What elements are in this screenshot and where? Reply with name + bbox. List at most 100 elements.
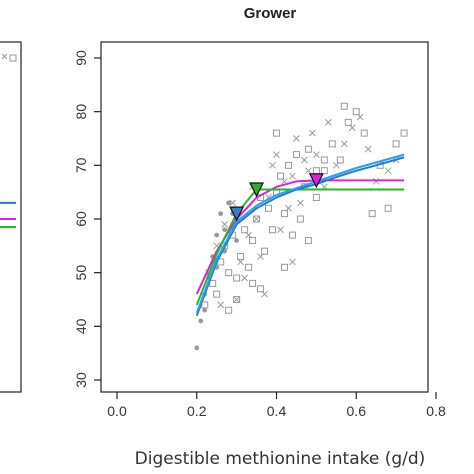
cross-stroke [289, 172, 296, 180]
data-point-cross [261, 290, 268, 298]
data-point-cross [309, 129, 316, 137]
data-point-square [201, 301, 209, 309]
data-point-cross [332, 161, 340, 169]
cross-stroke [309, 129, 316, 137]
cross-stroke [305, 167, 312, 175]
x-tick-label: 0.6 [347, 403, 367, 419]
cross-stroke [257, 253, 264, 260]
cross-stroke [253, 215, 260, 223]
data-point-square [233, 296, 241, 303]
data-point-dot [234, 238, 240, 243]
cross-stroke [1, 53, 8, 60]
cross-stroke [324, 119, 332, 126]
data-point-cross [348, 124, 356, 132]
cross-stroke [273, 151, 280, 158]
cross-stroke [285, 204, 292, 212]
data-point-cross [245, 231, 252, 239]
data-point-square [245, 263, 253, 271]
cross-stroke [241, 274, 248, 282]
x-axis-label: Digestible methionine intake (g/d) [135, 449, 426, 469]
cross-stroke [348, 124, 356, 132]
cross-stroke [364, 145, 372, 153]
data-point-cross [384, 167, 392, 175]
data-point-cross [269, 161, 276, 169]
data-point-square [292, 151, 300, 159]
data-point-square [233, 274, 241, 282]
data-point-square [368, 210, 376, 218]
data-point-cross [241, 274, 248, 282]
data-point-square [312, 167, 320, 175]
data-point-dot [214, 232, 220, 238]
data-point-square [225, 306, 233, 314]
cross-stroke [213, 242, 221, 250]
cross-stroke [269, 161, 276, 169]
fit-line [195, 156, 405, 316]
x-axis: 0.0 0.2 0.4 0.6 0.8 [107, 392, 446, 419]
data-point-cross [372, 178, 380, 185]
y-tick-label: 30 [73, 372, 89, 388]
data-point-square [249, 236, 257, 244]
cross-stroke [229, 199, 236, 207]
left-data-point-cross [1, 53, 8, 60]
y-tick-label: 50 [73, 265, 89, 281]
data-point-cross [305, 167, 312, 175]
cross-stroke [313, 151, 320, 158]
data-point-cross [293, 135, 300, 142]
data-point-square [304, 145, 312, 153]
cross-stroke [356, 113, 364, 121]
data-point-cross [364, 145, 372, 153]
cross-stroke [293, 135, 300, 142]
data-point-cross [313, 151, 320, 158]
breakpoint-triangle [249, 182, 265, 198]
data-point-dot [222, 227, 228, 233]
breakpoint-triangle [308, 173, 324, 189]
left-panel-fragment [0, 41, 22, 393]
data-point-cross [277, 226, 284, 234]
left-panel-frame [0, 41, 22, 393]
data-point-dot [202, 307, 208, 313]
data-point-cross [221, 221, 229, 228]
data-point-dot [194, 345, 200, 351]
cross-stroke [340, 140, 348, 148]
fit-line [195, 153, 405, 314]
cross-stroke [217, 301, 225, 309]
data-point-square [209, 279, 217, 287]
data-point-square [336, 156, 344, 164]
data-point-square [269, 226, 277, 234]
data-point-square [384, 204, 392, 212]
cross-stroke [261, 290, 268, 298]
data-point-square [280, 210, 288, 218]
y-tick-label: 70 [73, 157, 89, 173]
data-point-cross [301, 156, 308, 164]
data-point-square [280, 263, 288, 271]
cross-stroke [233, 296, 240, 303]
data-point-cross [237, 258, 244, 266]
data-point-square [241, 226, 249, 234]
data-point-square [253, 215, 261, 223]
x-tick-label: 0.4 [267, 403, 287, 419]
cross-stroke [301, 156, 308, 164]
data-point-square [360, 129, 368, 137]
data-point-square [225, 269, 233, 277]
data-point-square [312, 194, 320, 202]
data-point-cross [257, 253, 264, 260]
left-data-point-square [9, 54, 17, 62]
y-axis: 30 40 50 60 70 80 90 [73, 50, 101, 388]
data-point-square [320, 167, 328, 175]
y-tick-label: 90 [73, 50, 89, 66]
data-point-cross [340, 140, 348, 148]
cross-stroke [281, 178, 288, 185]
data-point-square [213, 290, 221, 298]
data-point-dot [226, 200, 232, 206]
y-tick-label: 60 [73, 211, 89, 227]
data-point-square [392, 140, 400, 148]
chart-title: Grower [244, 5, 297, 22]
data-point-square [276, 172, 284, 180]
x-tick-label: 0.2 [187, 403, 207, 419]
data-point-cross [229, 199, 236, 207]
breakpoint-triangle [229, 206, 245, 222]
x-tick-label: 0.0 [107, 403, 127, 419]
data-point-square [288, 231, 296, 239]
data-point-square [257, 285, 265, 293]
